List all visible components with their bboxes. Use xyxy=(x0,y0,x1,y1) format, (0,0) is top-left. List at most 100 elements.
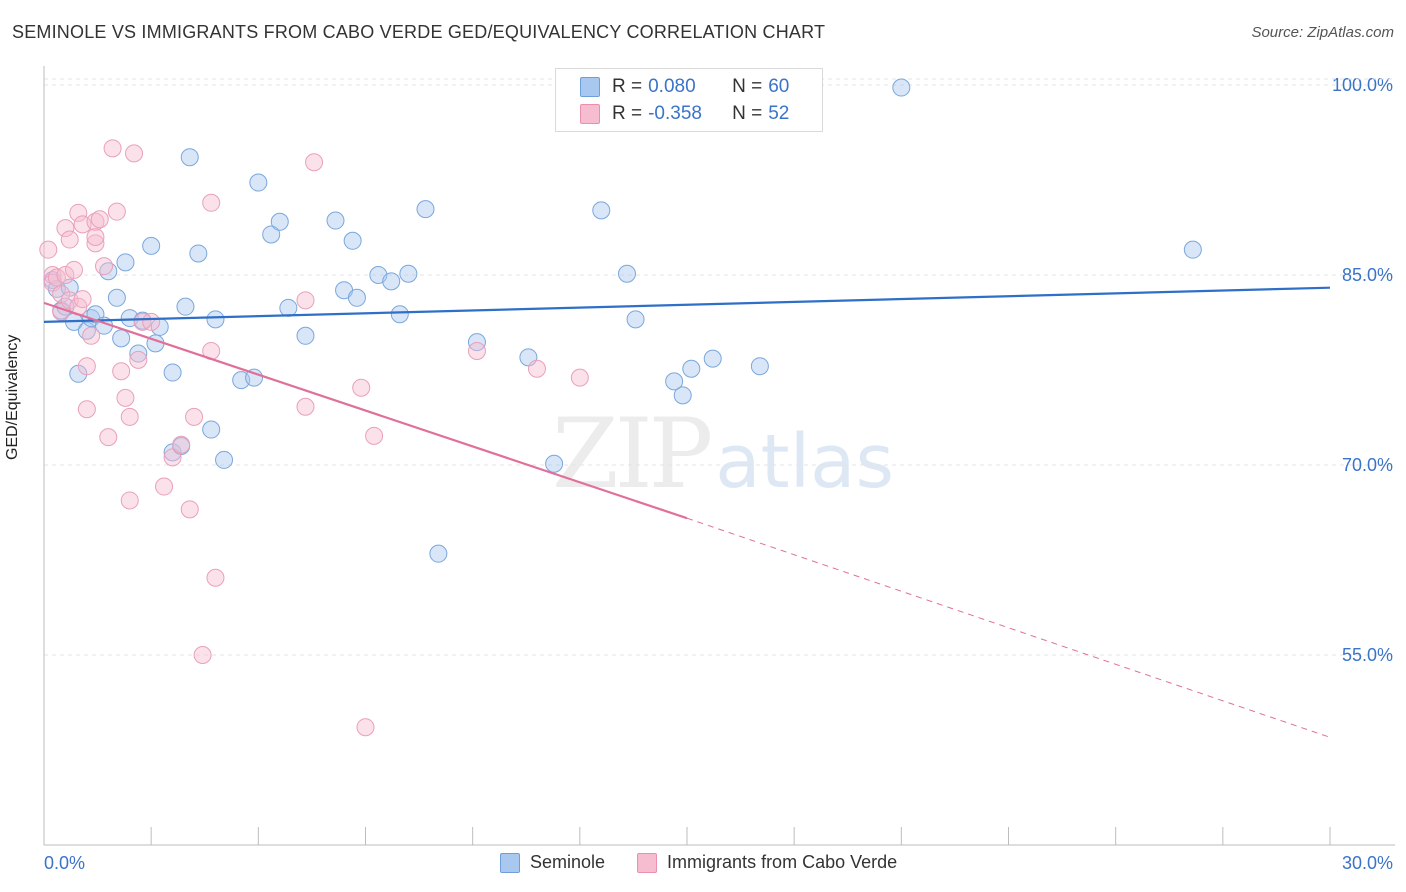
caboverde-point xyxy=(356,718,375,737)
caboverde-point xyxy=(305,153,324,172)
seminole-swatch xyxy=(580,77,600,97)
y-tick-label: 70.0% xyxy=(1342,455,1393,475)
caboverde-point xyxy=(107,202,126,221)
legend-item-caboverde: Immigrants from Cabo Verde xyxy=(637,852,897,873)
seminole-point xyxy=(189,244,208,263)
seminole-point xyxy=(249,173,268,192)
seminole-point xyxy=(343,231,362,250)
caboverde-legend-swatch xyxy=(637,852,658,873)
caboverde-point xyxy=(56,266,75,284)
seminole-r-value: 0.080 xyxy=(648,76,696,97)
caboverde-n-value: 52 xyxy=(768,103,790,124)
y-tick-label: 100.0% xyxy=(1332,75,1393,95)
caboverde-point xyxy=(365,426,384,445)
seminole-trend-line xyxy=(43,286,1331,323)
seminole-point xyxy=(202,420,221,439)
caboverde-point xyxy=(77,357,96,376)
caboverde-point xyxy=(125,144,144,163)
caboverde-point xyxy=(120,491,139,510)
series-legend: Seminole Immigrants from Cabo Verde xyxy=(500,852,929,873)
caboverde-point xyxy=(202,193,221,212)
seminole-point xyxy=(180,148,199,167)
caboverde-point xyxy=(82,326,101,345)
legend-row-caboverde: R = -0.358 N = 52 xyxy=(580,101,789,127)
caboverde-point xyxy=(99,428,118,447)
caboverde-point xyxy=(95,257,114,276)
x-tick-label-min: 0.0% xyxy=(44,853,85,873)
caboverde-point xyxy=(180,500,199,519)
seminole-point xyxy=(592,201,611,220)
caboverde-point xyxy=(142,312,161,331)
seminole-point xyxy=(142,236,161,255)
caboverde-point xyxy=(39,240,58,259)
seminole-point xyxy=(262,225,281,244)
seminole-point xyxy=(112,329,131,348)
seminole-point xyxy=(206,310,225,329)
caboverde-point xyxy=(296,291,315,310)
seminole-point xyxy=(296,326,315,345)
seminole-point xyxy=(673,386,692,405)
caboverde-point xyxy=(185,407,204,426)
caboverde-trend-line xyxy=(43,301,688,520)
seminole-point xyxy=(429,544,448,563)
caboverde-point xyxy=(56,219,75,238)
caboverde-point xyxy=(86,228,105,246)
caboverde-point xyxy=(296,397,315,416)
caboverde-point xyxy=(116,388,135,407)
caboverde-point xyxy=(112,362,131,381)
caboverde-r-label: R = xyxy=(612,103,643,124)
seminole-point xyxy=(545,454,564,473)
seminole-r-label: R = xyxy=(612,76,643,97)
seminole-point xyxy=(390,305,409,324)
seminole-point xyxy=(399,264,418,283)
chart-title: SEMINOLE VS IMMIGRANTS FROM CABO VERDE G… xyxy=(12,22,826,42)
seminole-point xyxy=(215,450,234,469)
caboverde-point xyxy=(77,400,96,419)
seminole-point xyxy=(617,264,636,283)
caboverde-point xyxy=(527,359,546,378)
seminole-n-label: N = xyxy=(732,76,763,97)
seminole-legend-swatch xyxy=(500,852,520,873)
caboverde-point xyxy=(103,139,122,158)
seminole-point xyxy=(682,359,701,378)
seminole-point xyxy=(626,310,645,329)
caboverde-r-value: -0.358 xyxy=(648,103,702,124)
caboverde-point xyxy=(570,368,589,387)
legend-item-seminole: Seminole xyxy=(500,852,605,873)
caboverde-n-label: N = xyxy=(732,103,763,124)
y-axis-label: GED/Equivalency xyxy=(4,334,21,460)
seminole-legend-label: Seminole xyxy=(530,852,606,872)
seminole-point xyxy=(416,200,435,219)
y-tick-label: 55.0% xyxy=(1342,645,1393,665)
caboverde-point xyxy=(86,234,105,253)
caboverde-point xyxy=(193,646,212,664)
watermark-atlas: atlas xyxy=(715,419,895,505)
seminole-point xyxy=(163,363,182,382)
seminole-point xyxy=(245,368,264,387)
caboverde-point xyxy=(73,290,92,309)
seminole-point xyxy=(382,272,401,291)
caboverde-point xyxy=(172,435,191,454)
caboverde-point xyxy=(90,210,109,229)
seminole-point xyxy=(279,298,298,317)
caboverde-point xyxy=(352,378,371,397)
seminole-point xyxy=(176,297,195,316)
seminole-point xyxy=(892,78,911,97)
seminole-point xyxy=(665,372,684,391)
caboverde-point xyxy=(120,407,139,426)
caboverde-point xyxy=(65,260,84,279)
caboverde-point xyxy=(60,230,79,249)
source-label: Source: ZipAtlas.com xyxy=(1251,24,1394,41)
caboverde-swatch xyxy=(580,104,600,124)
caboverde-point xyxy=(69,203,88,222)
seminole-point xyxy=(116,253,135,272)
seminole-point xyxy=(107,288,126,307)
caboverde-point xyxy=(206,568,225,587)
caboverde-trend-extension xyxy=(686,517,1331,738)
seminole-point xyxy=(750,357,769,376)
caboverde-point xyxy=(155,477,174,496)
y-tick-label: 85.0% xyxy=(1342,265,1393,285)
seminole-point xyxy=(326,211,345,230)
caboverde-legend-label: Immigrants from Cabo Verde xyxy=(667,852,898,872)
